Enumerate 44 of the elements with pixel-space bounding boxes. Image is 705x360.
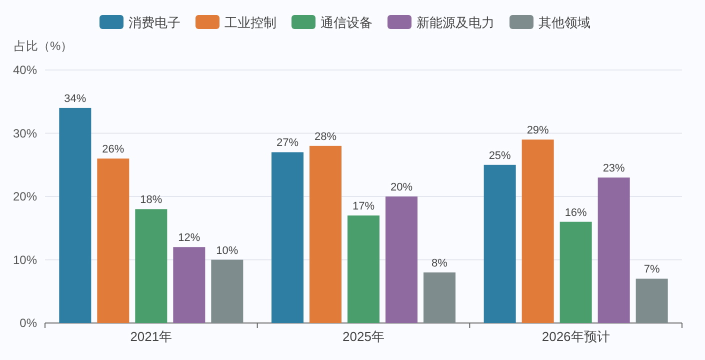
bar [484,164,516,323]
y-tick-label: 20% [12,190,38,204]
y-axis-title: 占比（%） [14,39,73,53]
bar [211,260,244,323]
bar [272,152,304,323]
data-label: 8% [432,257,448,270]
data-label: 27% [276,137,299,150]
bar [97,158,130,323]
bar [522,140,554,323]
y-tick-label: 10% [12,252,38,267]
x-tick-label: 2026年预计 [542,329,610,344]
data-label: 28% [314,130,337,143]
y-tick-label: 0% [20,316,38,330]
bar [598,178,630,323]
data-label: 18% [140,194,162,206]
legend-label: 消费电子 [128,15,180,30]
x-tick-label: 2025年 [342,329,384,344]
bar [386,196,418,323]
legend-label: 通信设备 [320,15,372,30]
data-label: 16% [564,206,588,219]
y-tick-label: 40% [12,63,38,77]
data-label: 17% [352,200,375,212]
bar [636,278,668,323]
x-tick-label: 2021年 [130,329,172,344]
bar [135,209,168,323]
data-label: 20% [390,182,413,194]
legend-label: 新能源及电力 [416,15,494,30]
bar [310,146,342,323]
legend-label: 工业控制 [224,15,276,30]
legend-label: 其他领域 [538,15,590,30]
data-label: 34% [64,92,86,105]
data-label: 25% [488,150,512,162]
data-label: 7% [644,264,660,276]
bar [560,222,592,323]
bar [173,247,206,323]
data-label: 12% [178,232,200,244]
data-label: 10% [216,244,238,257]
data-label: 23% [602,162,626,175]
bar [424,272,456,323]
y-tick-label: 30% [12,126,38,140]
data-label: 29% [526,124,550,137]
bar [59,108,92,323]
data-label: 26% [102,144,124,156]
bar [348,215,380,323]
